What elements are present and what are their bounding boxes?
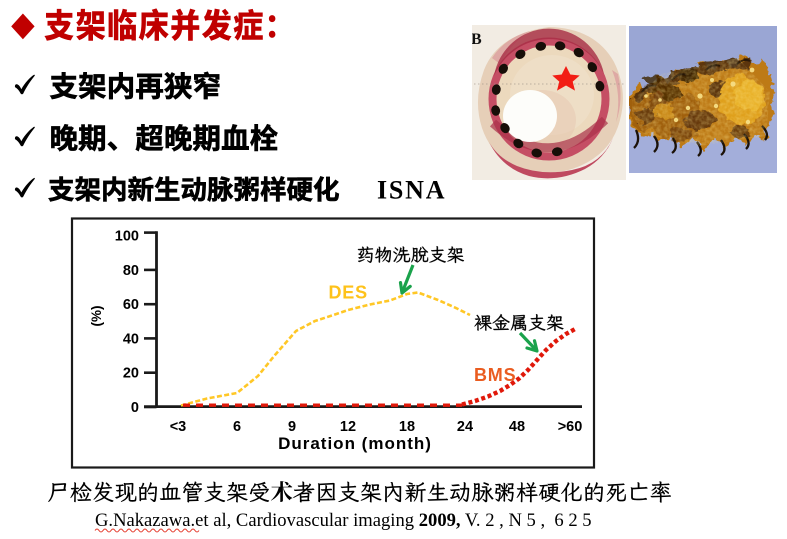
svg-text:<3: <3 (170, 419, 187, 435)
svg-text:(%): (%) (89, 306, 104, 327)
svg-text:Duration (month): Duration (month) (278, 434, 432, 453)
svg-text:B: B (471, 31, 482, 48)
svg-text:6: 6 (233, 419, 241, 435)
svg-text:ISNA: ISNA (377, 176, 446, 205)
svg-text:9: 9 (288, 419, 296, 435)
svg-text:DES: DES (329, 283, 368, 303)
svg-text:12: 12 (340, 419, 356, 435)
svg-text:60: 60 (123, 297, 139, 313)
svg-text:18: 18 (399, 419, 415, 435)
svg-text:48: 48 (509, 419, 525, 435)
svg-text:20: 20 (123, 366, 139, 382)
svg-text:0: 0 (131, 400, 139, 416)
svg-text:>60: >60 (558, 419, 583, 435)
svg-text:G.Nakazawa.et al, Cardiovascul: G.Nakazawa.et al, Cardiovascular imaging… (95, 510, 592, 531)
svg-text:BMS: BMS (474, 365, 516, 385)
svg-text:24: 24 (457, 419, 473, 435)
svg-text:80: 80 (123, 263, 139, 279)
svg-text:40: 40 (123, 331, 139, 347)
svg-text:100: 100 (115, 229, 139, 245)
